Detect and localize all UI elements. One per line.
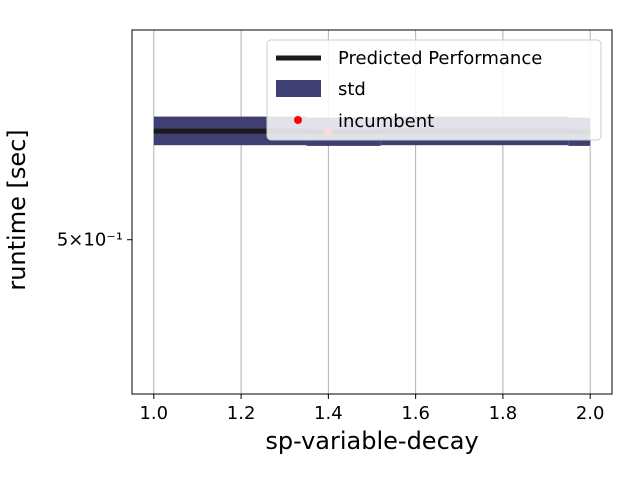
y-axis-ticks: 5×10⁻¹ — [57, 230, 132, 251]
x-tick-label: 1.6 — [401, 403, 430, 424]
x-tick-label: 1.8 — [489, 403, 518, 424]
y-tick-label: 5×10⁻¹ — [57, 230, 123, 251]
y-axis-label: runtime [sec] — [3, 129, 31, 290]
legend-std-swatch — [276, 80, 321, 97]
legend-predicted-label: Predicted Performance — [338, 48, 542, 69]
legend-incumbent-label: incumbent — [338, 111, 434, 132]
legend-std-label: std — [338, 79, 366, 100]
x-tick-label: 2.0 — [576, 403, 605, 424]
x-tick-label: 1.0 — [139, 403, 168, 424]
legend-box — [266, 39, 602, 141]
x-axis-ticks: 1.0 1.2 1.4 1.6 1.8 2.0 — [139, 394, 605, 424]
legend-incumbent-swatch — [294, 116, 302, 124]
x-tick-label: 1.2 — [227, 403, 256, 424]
plot-area-frame — [131, 29, 613, 395]
x-axis-label: sp-variable-decay — [265, 427, 478, 455]
legend: Predicted Performance std incumbent — [266, 39, 602, 141]
x-tick-label: 1.4 — [314, 403, 343, 424]
